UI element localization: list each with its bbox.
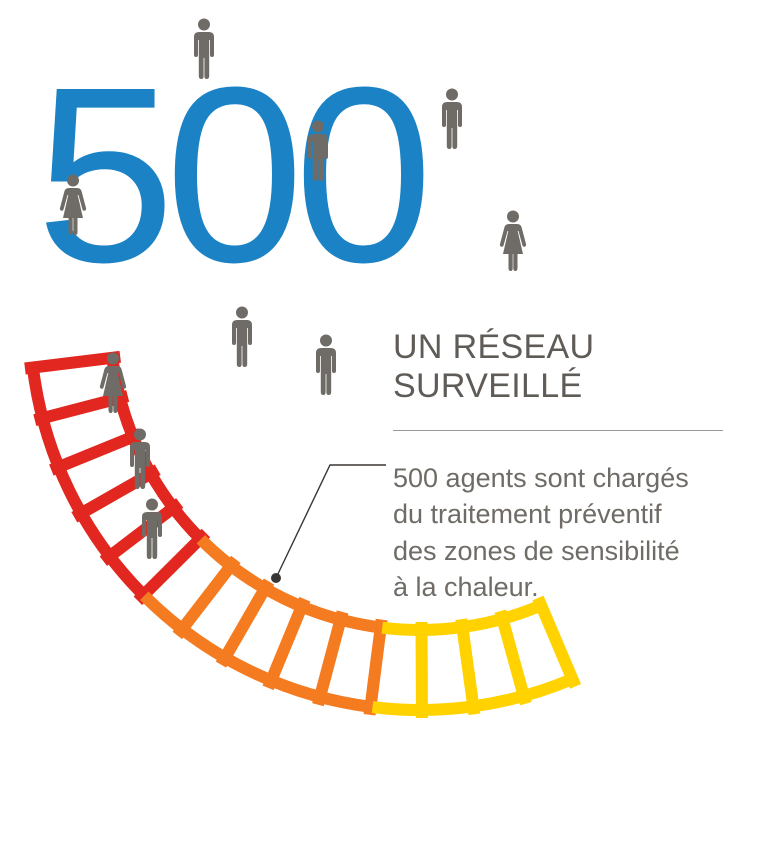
body-line-2: du traitement préventif <box>393 499 662 529</box>
body-line-3: des zones de sensibilité <box>393 536 680 566</box>
person-icon <box>98 352 128 419</box>
person-icon <box>126 428 154 495</box>
person-icon <box>58 174 88 241</box>
divider-line <box>393 430 723 431</box>
person-icon <box>190 18 218 85</box>
stat-number: 500 <box>36 75 423 275</box>
person-icon <box>498 210 528 277</box>
body-line-4: à la chaleur. <box>393 572 539 602</box>
title-line-2: SURVEILLÉ <box>393 367 583 405</box>
section-title: UN RÉSEAU SURVEILLÉ <box>393 328 594 406</box>
person-icon <box>304 120 332 187</box>
body-paragraph: 500 agents sont chargés du traitement pr… <box>393 460 689 606</box>
body-line-1: 500 agents sont chargés <box>393 463 689 493</box>
person-icon <box>438 88 466 155</box>
person-icon <box>228 306 256 373</box>
person-icon <box>138 498 166 565</box>
title-line-1: UN RÉSEAU <box>393 328 594 366</box>
person-icon <box>312 334 340 401</box>
